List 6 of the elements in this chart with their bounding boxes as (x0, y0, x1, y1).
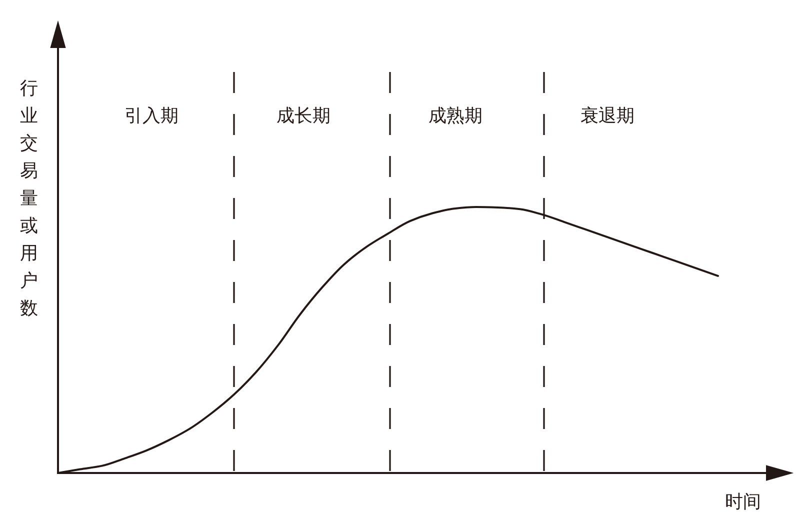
ylabel: 行业交易量或用户数 (20, 78, 38, 318)
annotation: 成长期 (276, 106, 330, 126)
annotation: 引入期 (124, 106, 178, 126)
annotation: 衰退期 (580, 106, 634, 126)
annotation: 成熟期 (428, 106, 482, 126)
xlabel: 时间 (725, 492, 761, 512)
